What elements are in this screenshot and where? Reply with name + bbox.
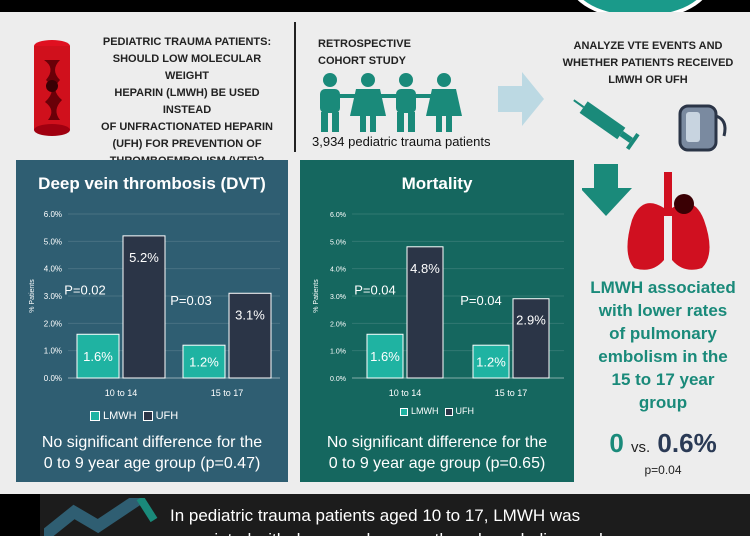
- y-tick-label: 6.0%: [330, 212, 346, 219]
- vs-text: vs.: [631, 439, 651, 456]
- panel-note: No significant difference for the: [41, 434, 263, 451]
- divider: [294, 22, 296, 152]
- pe-summary: LMWH associated with lower rates of pulm…: [576, 160, 750, 494]
- dvt-chart: 0.0% 1.0% 2.0% 3.0% 4.0% 5.0% 6.0% % Patients 1.…: [29, 210, 280, 398]
- p-value-label: P=0.04: [460, 293, 502, 308]
- pe-comparison: 0 vs. 0.6%: [576, 428, 750, 459]
- analyze-line: LMWH OR UFH: [608, 74, 688, 86]
- data-label: 1.6%: [370, 349, 400, 364]
- panel-note: 0 to 9 year age group (p=0.47): [43, 455, 261, 472]
- study-title: RETROSPECTIVE: [318, 38, 411, 50]
- y-tick-label: 6.0%: [44, 210, 62, 219]
- lungs-icon: [582, 164, 710, 270]
- top-bar: [0, 0, 750, 12]
- panel-title: Deep vein thrombosis (DVT): [38, 174, 266, 193]
- panel-title: Mortality: [401, 174, 473, 193]
- y-tick-label: 3.0%: [44, 292, 62, 301]
- legend-ufh: UFH: [444, 406, 474, 416]
- panel-note: No significant difference for the: [326, 434, 548, 451]
- data-label: 4.8%: [410, 261, 440, 276]
- y-tick-label: 3.0%: [330, 294, 346, 301]
- blood-vessel-icon: [34, 40, 70, 136]
- data-label: 2.9%: [516, 313, 546, 328]
- data-label: 1.6%: [83, 349, 113, 364]
- study-title: COHORT STUDY: [318, 55, 406, 67]
- x-tick-label: 10 to 14: [105, 388, 138, 398]
- p-value-label: P=0.02: [64, 282, 106, 297]
- header-panel: PEDIATRIC TRAUMA PATIENTS: SHOULD LOW MO…: [0, 12, 750, 167]
- y-axis-label: % Patients: [313, 279, 320, 313]
- data-label: 3.1%: [235, 307, 265, 322]
- panel-note: 0 to 9 year age group (p=0.65): [328, 455, 546, 472]
- y-tick-label: 2.0%: [330, 321, 346, 328]
- legend-lmwh: LMWH: [400, 406, 439, 416]
- mortality-chart: 0.0% 1.0% 2.0% 3.0% 4.0% 5.0% 6.0% % Patients 1.…: [313, 212, 564, 398]
- pe-text: with lower rates: [598, 301, 728, 320]
- legend-ufh: UFH: [142, 410, 178, 422]
- data-label: 1.2%: [476, 355, 506, 370]
- analyze-line: ANALYZE VTE EVENTS AND: [573, 40, 723, 52]
- dvt-panel: Deep vein thrombosis (DVT) 0.0% 1.0% 2.0% 3…: [16, 160, 288, 482]
- ufh-pe-value: 0.6%: [657, 428, 717, 458]
- y-tick-label: 5.0%: [44, 237, 62, 246]
- people-icon: [320, 73, 462, 132]
- x-tick-label: 15 to 17: [211, 388, 244, 398]
- y-tick-label: 4.0%: [44, 265, 62, 274]
- bar-ufh: [228, 292, 272, 379]
- y-tick-label: 1.0%: [44, 347, 62, 356]
- bar-ufh: [406, 246, 444, 379]
- y-tick-label: 2.0%: [44, 319, 62, 328]
- question-line: PEDIATRIC TRAUMA PATIENTS:: [102, 36, 272, 48]
- pe-text: embolism in the: [598, 347, 728, 366]
- question-line: OF UNFRACTIONATED HEPARIN: [101, 121, 273, 133]
- arrow-right-icon: [498, 72, 544, 126]
- bar-lmwh: [366, 333, 404, 379]
- y-tick-label: 5.0%: [330, 239, 346, 246]
- y-tick-label: 0.0%: [330, 376, 346, 383]
- patient-count: 3,934 pediatric trauma patients: [312, 134, 491, 149]
- question-line: (UFH) FOR PREVENTION OF: [112, 138, 262, 150]
- lmwh-pe-value: 0: [609, 428, 624, 458]
- conclusion-line: associated with decreased venous thrombo…: [170, 528, 750, 536]
- bar-lmwh: [76, 333, 120, 379]
- y-tick-label: 1.0%: [330, 349, 346, 356]
- question-line: HEPARIN (LMWH) BE USED INSTEAD: [114, 87, 260, 116]
- pe-pvalue: p=0.04: [644, 463, 682, 477]
- pe-text: of pulmonary: [609, 324, 717, 343]
- legend-lmwh: LMWH: [90, 410, 137, 422]
- analyze-line: WHETHER PATIENTS RECEIVED: [562, 57, 734, 69]
- p-value-label: P=0.03: [170, 293, 212, 308]
- pe-text: 15 to 17 year: [611, 370, 715, 389]
- bar-ufh: [122, 235, 166, 379]
- data-label: 5.2%: [129, 250, 159, 265]
- syringe-icon: [573, 99, 640, 151]
- pe-text: group: [638, 393, 688, 412]
- bar-ufh: [512, 298, 550, 379]
- p-value-label: P=0.04: [354, 282, 396, 297]
- x-tick-label: 15 to 17: [495, 388, 528, 398]
- y-tick-label: 0.0%: [44, 374, 62, 383]
- pe-text: LMWH associated: [590, 278, 736, 297]
- y-tick-label: 4.0%: [330, 267, 346, 274]
- bar-lmwh: [472, 344, 510, 379]
- trend-down-icon: [44, 498, 158, 536]
- question-line: SHOULD LOW MOLECULAR WEIGHT: [112, 53, 262, 82]
- conclusion-line: In pediatric trauma patients aged 10 to …: [170, 506, 581, 525]
- x-tick-label: 10 to 14: [389, 388, 422, 398]
- y-axis-label: % Patients: [29, 279, 36, 313]
- conclusion-text: In pediatric trauma patients aged 10 to …: [170, 504, 750, 536]
- mortality-panel: Mortality 0.0% 1.0% 2.0% 3.0% 4.0% 5.0% 6.0% % …: [300, 160, 574, 482]
- iv-bag-icon: [678, 104, 727, 152]
- conclusion-bar: [40, 494, 750, 536]
- data-label: 1.2%: [189, 355, 219, 370]
- bar-lmwh: [182, 344, 226, 379]
